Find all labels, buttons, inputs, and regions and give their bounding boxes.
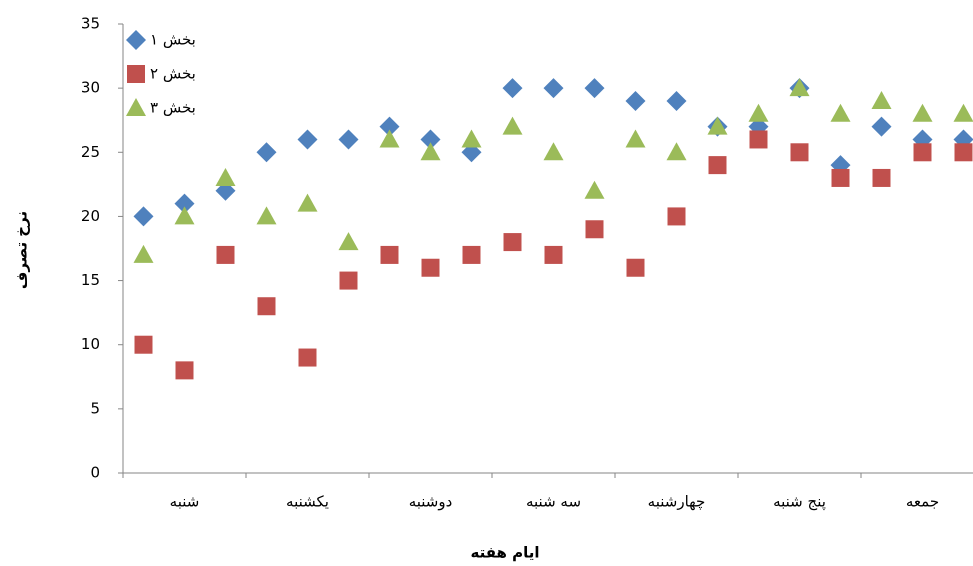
- triangle-marker: [789, 78, 810, 97]
- diamond-marker: [338, 129, 359, 150]
- triangle-marker: [953, 103, 973, 122]
- triangle-marker: [297, 193, 318, 212]
- square-marker: [626, 258, 645, 277]
- triangle-marker: [666, 142, 687, 161]
- diamond-marker: [543, 78, 564, 99]
- diamond-marker: [174, 193, 195, 214]
- triangle-marker: [543, 142, 564, 161]
- diamond-marker: [666, 90, 687, 111]
- triangle-marker: [871, 90, 892, 109]
- diamond-marker: [126, 30, 146, 50]
- y-tick-label: 20: [81, 207, 100, 225]
- square-marker: [257, 297, 276, 316]
- square-marker: [503, 233, 522, 252]
- triangle-marker: [379, 129, 400, 148]
- x-tick-label: پنج شنبه: [773, 493, 826, 512]
- square-marker: [749, 130, 768, 149]
- square-marker: [954, 143, 973, 162]
- square-marker: [790, 143, 809, 162]
- x-tick-label: شنبه: [170, 493, 200, 511]
- square-marker: [585, 220, 604, 239]
- triangle-marker: [625, 129, 646, 148]
- triangle-marker: [133, 244, 154, 263]
- diamond-marker: [502, 78, 523, 99]
- square-marker: [339, 271, 358, 290]
- triangle-marker: [338, 232, 359, 251]
- diamond-marker: [625, 90, 646, 111]
- x-tick-label: دوشنبه: [409, 493, 453, 511]
- triangle-marker: [461, 129, 482, 148]
- legend-label: بخش ۱: [150, 31, 196, 49]
- square-marker: [298, 348, 317, 367]
- diamond-marker: [584, 78, 605, 99]
- triangle-marker: [256, 206, 277, 225]
- square-marker: [708, 156, 727, 175]
- x-tick-label: یکشنبه: [286, 493, 329, 511]
- square-marker: [667, 207, 686, 226]
- y-tick-label: 30: [81, 79, 100, 97]
- diamond-marker: [420, 129, 441, 150]
- diamond-marker: [379, 116, 400, 137]
- triangle-marker: [830, 103, 851, 122]
- square-marker: [462, 245, 481, 264]
- y-axis-title: نرخ تصرف: [13, 211, 31, 289]
- x-tick-label: جمعه: [906, 493, 939, 511]
- triangle-marker: [420, 142, 441, 161]
- x-axis-title: ایام هفته: [470, 544, 539, 562]
- square-marker: [380, 245, 399, 264]
- square-marker: [831, 168, 850, 187]
- triangle-marker: [912, 103, 933, 122]
- square-marker: [127, 65, 145, 83]
- triangle-marker: [502, 116, 523, 135]
- x-tick-label: چهارشنبه: [648, 493, 706, 511]
- square-marker: [216, 245, 235, 264]
- square-marker: [872, 168, 891, 187]
- y-tick-label: 0: [90, 464, 100, 482]
- x-tick-label: سه شنبه: [526, 493, 581, 511]
- triangle-marker: [215, 167, 236, 186]
- y-tick-label: 35: [81, 15, 100, 33]
- triangle-marker: [707, 116, 728, 135]
- square-marker: [544, 245, 563, 264]
- y-tick-label: 15: [81, 271, 100, 289]
- triangle-marker: [126, 98, 146, 116]
- y-tick-label: 5: [90, 399, 100, 417]
- triangle-marker: [748, 103, 769, 122]
- diamond-marker: [133, 206, 154, 227]
- square-marker: [175, 361, 194, 380]
- diamond-marker: [256, 142, 277, 163]
- triangle-marker: [584, 180, 605, 199]
- legend-label: بخش ۳: [150, 99, 196, 117]
- square-marker: [134, 335, 153, 354]
- legend-label: بخش ۲: [150, 65, 196, 83]
- y-tick-label: 25: [81, 143, 100, 161]
- square-marker: [913, 143, 932, 162]
- diamond-marker: [297, 129, 318, 150]
- square-marker: [421, 258, 440, 277]
- y-tick-label: 10: [81, 335, 100, 353]
- triangle-marker: [174, 206, 195, 225]
- diamond-marker: [871, 116, 892, 137]
